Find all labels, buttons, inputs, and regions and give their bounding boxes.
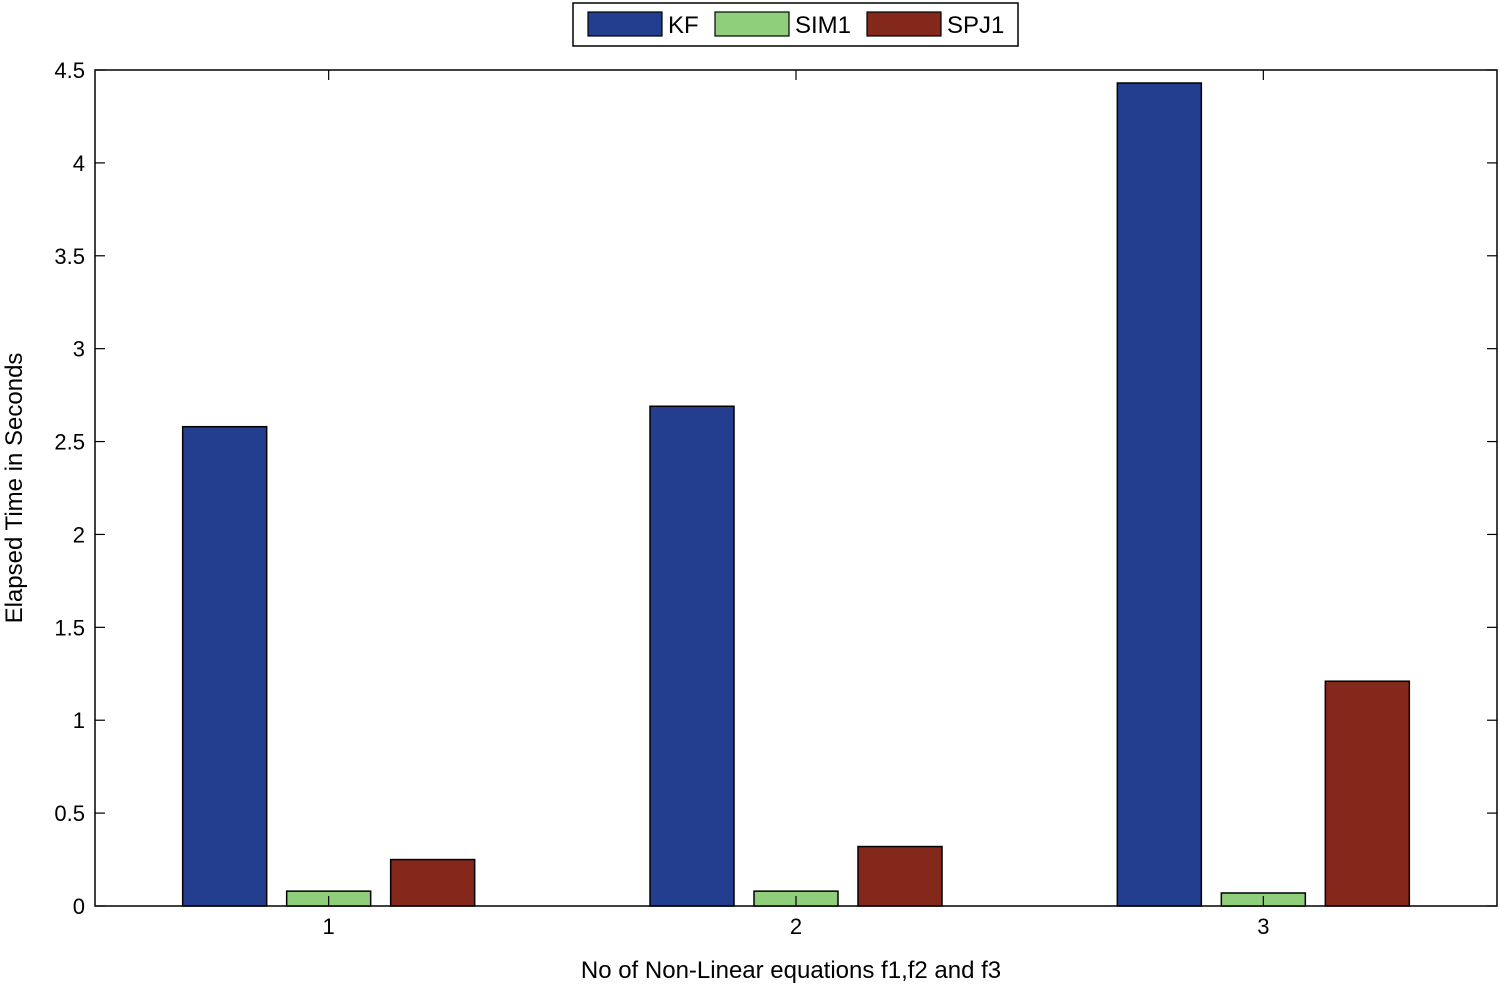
bars (181, 82, 1411, 907)
legend-label-spj1: SPJ1 (947, 12, 1004, 39)
legend-label-kf: KF (668, 12, 699, 39)
y-tick-label: 4.5 (54, 58, 85, 83)
bar-spj1-2 (857, 845, 943, 907)
bar-kf-2 (649, 405, 735, 907)
bar-spj1-1 (389, 858, 476, 907)
y-tick-label: 3.5 (54, 244, 85, 269)
y-axis-ticks: 0 0.5 1 1.5 2 2.5 3 3.5 4 4.5 (54, 58, 1497, 919)
x-tick-label: 2 (790, 914, 802, 939)
bar-kf-3 (1116, 82, 1203, 907)
y-tick-label: 3 (73, 337, 85, 362)
x-axis-label: No of Non-Linear equations f1,f2 and f3 (581, 957, 1001, 984)
legend-label-sim1: SIM1 (795, 12, 851, 39)
x-tick-label: 1 (323, 914, 335, 939)
y-tick-label: 4 (73, 151, 85, 176)
bar-spj1-3 (1324, 680, 1411, 907)
y-tick-label: 0 (73, 894, 85, 919)
x-axis-ticks: 1 2 3 (323, 70, 1269, 939)
y-tick-label: 2.5 (54, 430, 85, 455)
y-tick-label: 0.5 (54, 801, 85, 826)
legend: KF SIM1 SPJ1 (572, 2, 1019, 47)
legend-swatch-sim1 (714, 11, 790, 37)
bar-kf-1 (181, 425, 268, 907)
x-tick-label: 3 (1257, 914, 1269, 939)
y-tick-label: 1.5 (54, 615, 85, 640)
y-axis-label: Elapsed Time in Seconds (1, 353, 28, 624)
y-tick-label: 1 (73, 708, 85, 733)
plot-area (94, 69, 1498, 907)
legend-swatch-kf (587, 11, 663, 37)
legend-swatch-spj1 (866, 11, 942, 37)
y-tick-label: 2 (73, 522, 85, 547)
